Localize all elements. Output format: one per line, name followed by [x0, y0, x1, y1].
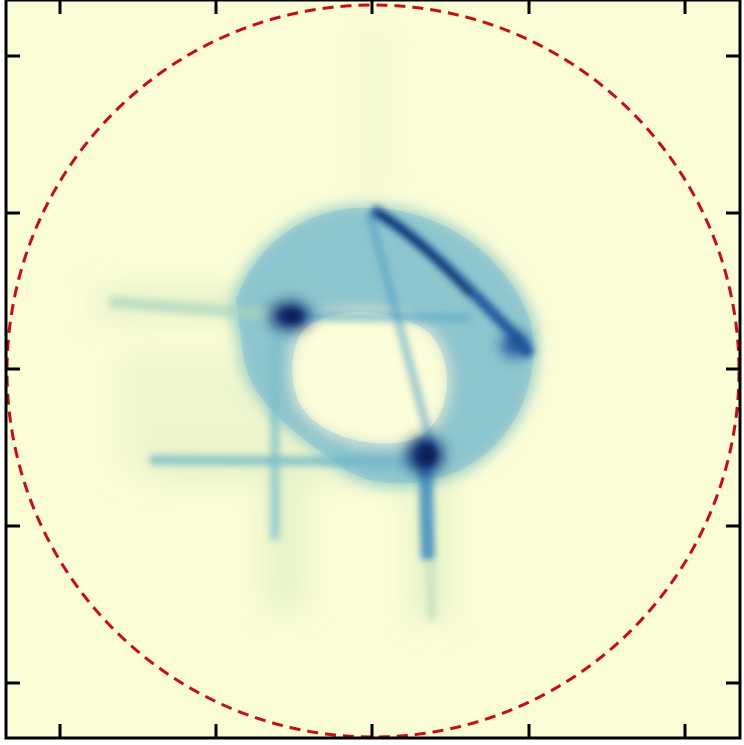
intensity-layer [95, 20, 539, 621]
cusp-cores [283, 310, 435, 464]
caustic-lines [109, 213, 471, 621]
axis-ticks [6, 0, 740, 738]
